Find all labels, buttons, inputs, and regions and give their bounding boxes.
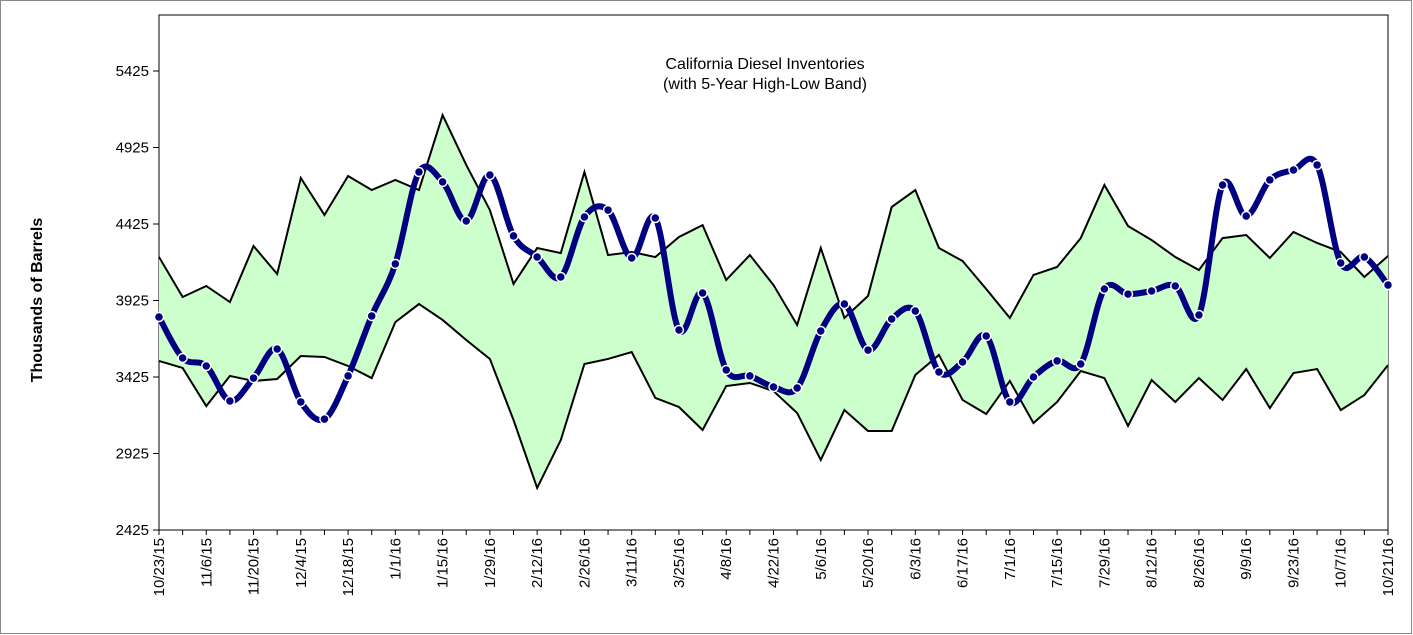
x-tick-label: 3/25/16	[671, 538, 688, 588]
x-tick-label: 4/8/16	[718, 538, 735, 580]
data-point	[1146, 285, 1157, 297]
x-tick-label: 6/3/16	[907, 538, 924, 580]
x-tick-label: 7/29/16	[1096, 538, 1113, 588]
data-point	[437, 176, 448, 188]
data-point	[271, 343, 283, 355]
data-point	[295, 396, 307, 408]
data-point	[390, 258, 401, 270]
x-tick-label: 11/20/15	[246, 538, 263, 595]
data-point	[201, 360, 212, 372]
data-point	[1311, 159, 1323, 171]
data-point	[957, 356, 968, 368]
data-point	[1382, 279, 1394, 291]
data-point	[224, 395, 236, 407]
data-point	[626, 252, 637, 264]
x-tick-label: 2/12/16	[529, 538, 546, 588]
data-point	[697, 287, 708, 299]
data-point	[1359, 251, 1370, 263]
data-point	[815, 325, 827, 337]
data-point	[839, 298, 850, 310]
data-point	[461, 215, 472, 227]
band-fill	[159, 115, 1388, 488]
data-point	[413, 166, 425, 178]
x-tick-label: 7/1/16	[1002, 538, 1019, 580]
x-tick-label: 5/20/16	[860, 538, 877, 588]
data-point	[673, 324, 685, 336]
data-point	[1004, 396, 1016, 408]
x-tick-label: 1/15/16	[435, 538, 452, 588]
data-point	[177, 352, 188, 364]
data-point	[248, 372, 259, 384]
data-point	[1288, 164, 1299, 176]
x-tick-label: 9/23/16	[1285, 538, 1302, 588]
data-point	[768, 381, 779, 393]
data-point	[1028, 371, 1039, 383]
x-tick-label: 1/29/16	[482, 538, 499, 588]
data-point	[650, 212, 661, 224]
x-tick-label: 12/4/15	[293, 538, 310, 588]
y-tick-label: 3925	[116, 293, 149, 310]
x-tick-label: 3/11/16	[624, 538, 641, 587]
x-tick-label: 8/12/16	[1144, 538, 1161, 588]
x-tick-label: 11/6/15	[198, 538, 215, 587]
y-axis-title: Thousands of Barrels	[29, 218, 46, 383]
x-tick-label: 2/26/16	[576, 538, 593, 588]
data-point	[153, 311, 165, 323]
y-tick-label: 2425	[116, 522, 149, 539]
y-tick-label: 3425	[116, 369, 149, 386]
x-tick-label: 6/17/16	[955, 538, 972, 588]
data-point	[862, 344, 874, 356]
data-point	[1122, 288, 1134, 300]
data-point	[791, 382, 803, 394]
data-point	[980, 330, 992, 342]
band-upper-line	[158, 112, 1389, 328]
data-point	[1051, 355, 1063, 367]
y-tick-label: 4925	[116, 140, 149, 157]
data-point	[602, 204, 614, 216]
x-tick-label: 12/18/15	[340, 538, 357, 596]
data-point	[555, 271, 567, 283]
data-point	[886, 313, 897, 325]
y-tick-label: 4425	[116, 216, 149, 233]
data-point	[1193, 309, 1205, 321]
data-point	[579, 211, 590, 223]
data-point	[1217, 179, 1228, 191]
data-point	[1335, 257, 1346, 269]
data-point	[1170, 280, 1181, 292]
x-tick-label: 10/23/15	[151, 538, 168, 596]
data-point	[720, 364, 732, 376]
x-tick-label: 10/21/16	[1380, 538, 1397, 596]
data-point	[1075, 358, 1086, 370]
y-tick-label: 5425	[116, 63, 149, 80]
chart-subtitle: (with 5-Year High-Low Band)	[663, 76, 867, 93]
data-point	[366, 310, 377, 322]
data-point	[1099, 283, 1110, 295]
x-tick-label: 4/22/16	[766, 538, 783, 588]
chart-title: California Diesel Inventories	[665, 56, 864, 73]
x-tick-label: 1/1/16	[387, 538, 404, 580]
data-point	[484, 169, 496, 181]
data-point	[933, 366, 945, 378]
y-tick-label: 2925	[116, 446, 149, 463]
x-tick-label: 10/7/16	[1333, 538, 1350, 588]
data-point	[1264, 174, 1276, 186]
data-point	[508, 230, 519, 242]
x-tick-label: 8/26/16	[1191, 538, 1208, 588]
data-point	[319, 413, 330, 425]
data-point	[910, 305, 921, 317]
data-point	[1240, 210, 1252, 222]
data-point	[744, 370, 756, 382]
data-point	[531, 251, 543, 263]
x-tick-label: 7/15/16	[1049, 538, 1066, 588]
x-tick-label: 9/9/16	[1238, 538, 1255, 580]
x-tick-label: 5/6/16	[813, 538, 830, 580]
data-point	[342, 370, 354, 382]
